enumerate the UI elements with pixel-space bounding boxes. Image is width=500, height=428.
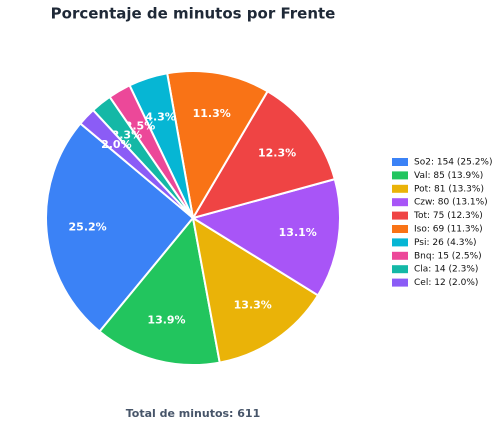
legend-swatch — [392, 251, 408, 260]
pie-slice — [78, 108, 194, 219]
legend-swatch — [392, 265, 408, 274]
slice-label: 12.3% — [258, 147, 296, 160]
chart-title: Porcentaje de minutos por Frente — [51, 5, 336, 23]
legend-swatch — [392, 184, 408, 193]
slice-label: 13.9% — [147, 313, 185, 326]
slice-label: 11.3% — [193, 107, 231, 120]
legend-swatch — [392, 171, 408, 180]
legend-swatch — [392, 278, 408, 287]
pie-slice — [45, 122, 195, 333]
slice-label: 2.0% — [101, 138, 132, 151]
legend-label: Czw: 80 (13.1%) — [414, 198, 488, 208]
legend-swatch — [392, 238, 408, 247]
legend-label: Cel: 12 (2.0%) — [414, 278, 478, 288]
legend-label: Tot: 75 (12.3%) — [413, 211, 483, 221]
pie-slice — [191, 215, 320, 364]
legend-swatch — [392, 211, 408, 220]
footer: Total de minutos: 611 — [126, 407, 261, 420]
legend-label: Iso: 69 (11.3%) — [414, 225, 483, 235]
legend-label: Cla: 14 (2.3%) — [414, 265, 478, 275]
slice-label: 13.3% — [234, 298, 272, 311]
legend-swatch — [392, 158, 408, 166]
legend-label: Psi: 26 (4.3%) — [414, 238, 477, 248]
legend-label: Bnq: 15 (2.5%) — [414, 251, 482, 261]
legend-swatch — [392, 198, 408, 207]
legend-swatch — [392, 225, 408, 233]
slice-label: 13.1% — [279, 226, 317, 239]
legend-label: Val: 85 (13.9%) — [414, 171, 483, 181]
legend-label: Pot: 81 (13.3%) — [414, 184, 484, 194]
pie-slice — [98, 215, 221, 366]
slice-label: 4.3% — [145, 110, 176, 123]
legend-label: So2: 154 (25.2%) — [414, 158, 493, 168]
slice-label: 25.2% — [69, 221, 107, 234]
pie-slice — [190, 89, 336, 220]
pie-slice — [166, 70, 269, 221]
